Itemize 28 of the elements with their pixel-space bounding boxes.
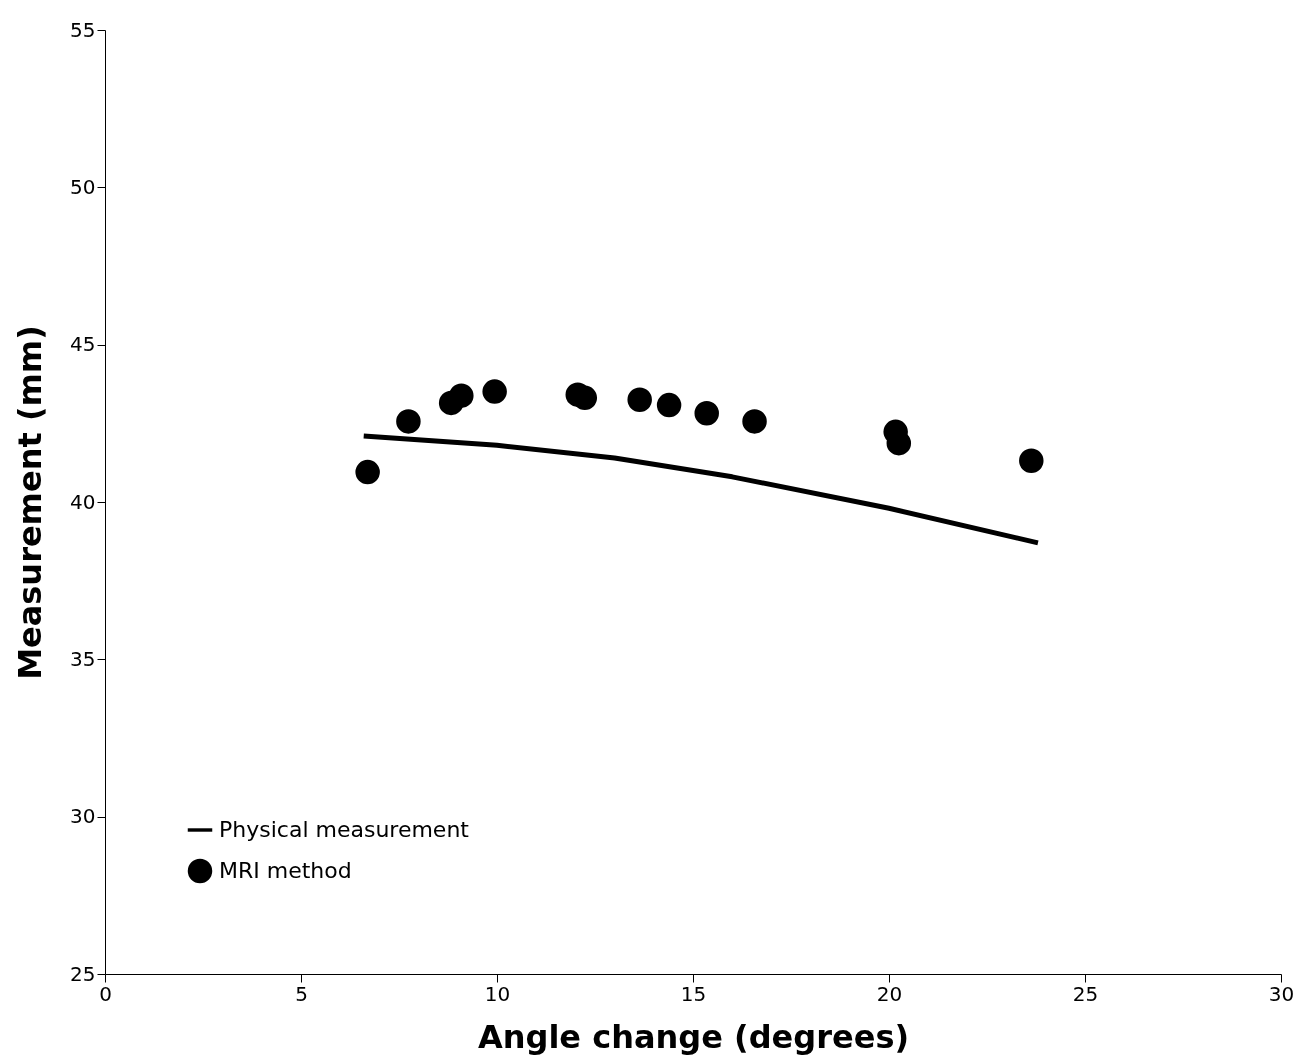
y-axis-title: Measurement (mm): [11, 325, 50, 680]
x-tick-label: 20: [876, 981, 903, 1006]
y-tick-label: 45: [70, 332, 96, 357]
point: [355, 459, 380, 485]
x-tick-label: 25: [1072, 981, 1099, 1006]
x-axis-title: Angle change (degrees): [477, 1017, 910, 1056]
x-tick-label: 5: [295, 981, 308, 1006]
point: [396, 409, 421, 434]
point: [482, 379, 507, 404]
y-tick-label: 35: [70, 646, 96, 671]
point: [449, 383, 474, 408]
legend-label: MRI method: [219, 858, 352, 883]
point: [742, 409, 767, 434]
y-tick-label: 55: [70, 17, 96, 42]
point: [627, 387, 652, 412]
point: [656, 392, 682, 418]
point: [694, 401, 719, 426]
x-tick-label: 0: [99, 981, 112, 1006]
y-tick-label: 25: [70, 961, 96, 986]
x-tick-label: 10: [484, 981, 511, 1006]
point: [1019, 448, 1044, 473]
y-tick-label: 50: [70, 174, 96, 199]
point: [572, 385, 598, 411]
x-tick-label: 15: [680, 981, 707, 1006]
x-tick-label: 30: [1268, 981, 1295, 1006]
y-tick-label: 30: [70, 804, 96, 829]
legend-label: Physical measurement: [219, 817, 470, 842]
y-tick-label: 40: [70, 489, 96, 514]
